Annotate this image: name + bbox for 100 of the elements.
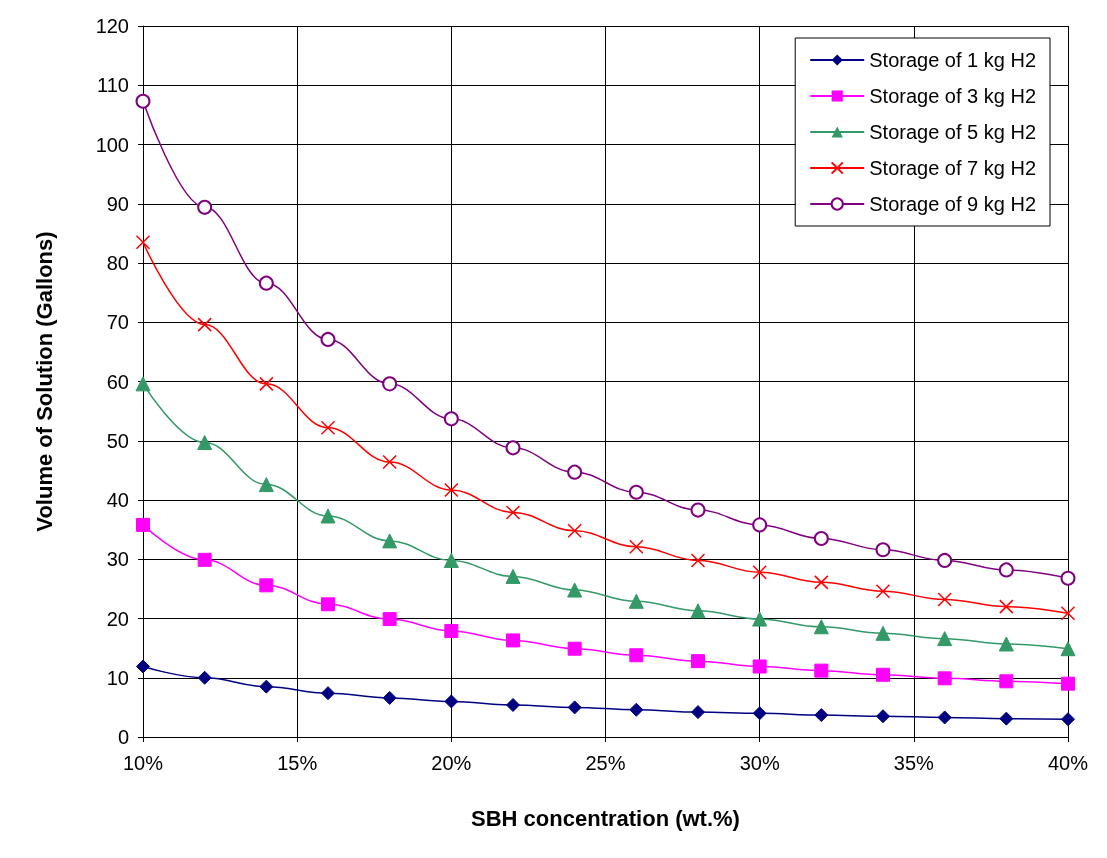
point — [567, 700, 582, 715]
legend-label: Storage of 5 kg H2 — [869, 121, 1037, 143]
point — [1061, 712, 1075, 727]
point — [382, 612, 397, 627]
point — [197, 317, 212, 332]
legend-label: Storage of 9 kg H2 — [869, 193, 1037, 215]
point — [443, 552, 459, 568]
point — [444, 694, 459, 709]
y-tick-label: 110 — [97, 74, 129, 97]
point — [690, 553, 706, 568]
x-tick-label: 30% — [739, 752, 780, 774]
point — [875, 625, 891, 641]
point — [505, 505, 521, 520]
point — [629, 648, 644, 663]
point — [814, 663, 829, 678]
point — [937, 710, 952, 725]
y-tick-label: 30 — [106, 548, 129, 571]
y-tick-label: 60 — [106, 370, 129, 393]
x-tick-label: 10% — [122, 752, 164, 774]
point — [258, 477, 274, 493]
point — [813, 531, 829, 547]
y-axis-title: Volume of Solution (Gallons) — [31, 231, 57, 532]
point — [197, 552, 212, 567]
x-axis-title: SBH concentration (wt.%) — [471, 805, 740, 831]
point — [382, 376, 398, 392]
x-tick-label: 35% — [893, 752, 935, 774]
y-tick-label: 40 — [106, 489, 129, 511]
y-tick-label: 100 — [95, 133, 129, 156]
point — [875, 583, 891, 599]
point — [628, 484, 644, 500]
point — [691, 654, 705, 669]
point — [506, 633, 520, 648]
point — [937, 592, 952, 607]
y-tick-label: 70 — [106, 311, 129, 334]
point — [567, 582, 583, 598]
x-tick-label: 20% — [431, 752, 472, 774]
point — [998, 562, 1014, 578]
point — [629, 702, 644, 717]
point — [259, 376, 274, 392]
point — [937, 631, 953, 647]
point — [752, 659, 767, 674]
point — [258, 275, 274, 291]
point — [382, 454, 397, 470]
point — [135, 235, 151, 250]
point — [382, 690, 397, 705]
point — [690, 502, 706, 518]
point — [320, 331, 336, 347]
point — [1060, 570, 1076, 586]
point — [135, 376, 151, 392]
legend-label: Storage of 1 kg H2 — [869, 49, 1037, 71]
point — [136, 659, 150, 674]
point — [197, 435, 213, 451]
y-tick-label: 90 — [106, 192, 129, 215]
point — [1061, 676, 1075, 691]
point — [135, 93, 151, 109]
point — [567, 523, 582, 539]
point — [567, 464, 583, 480]
point — [321, 597, 335, 612]
point — [691, 705, 705, 720]
point — [813, 619, 829, 635]
x-tick-label: 15% — [277, 752, 318, 774]
y-tick-label: 120 — [95, 15, 129, 37]
point — [752, 517, 768, 533]
point — [567, 641, 582, 656]
point — [814, 575, 829, 590]
y-tick-label: 50 — [106, 429, 129, 452]
point — [875, 542, 891, 558]
legend-label: Storage of 3 kg H2 — [869, 85, 1037, 107]
point — [628, 593, 644, 609]
point — [320, 420, 336, 435]
point — [814, 708, 829, 723]
point — [506, 698, 520, 713]
point — [999, 674, 1014, 689]
point — [1060, 605, 1076, 621]
point — [197, 670, 212, 685]
point — [505, 440, 521, 456]
y-tick-label: 10 — [106, 666, 129, 689]
y-tick-label: 80 — [106, 252, 129, 274]
point — [505, 568, 521, 584]
point — [876, 667, 890, 682]
point — [136, 517, 150, 532]
point — [999, 599, 1014, 614]
point — [443, 411, 459, 427]
y-tick-label: 0 — [117, 726, 129, 748]
point — [999, 711, 1014, 726]
point — [629, 539, 644, 555]
point — [259, 578, 274, 593]
point — [197, 199, 213, 215]
point — [937, 671, 952, 686]
point — [690, 603, 706, 619]
point — [937, 552, 953, 568]
point — [320, 508, 336, 524]
point — [382, 533, 398, 549]
point — [752, 611, 768, 627]
point — [876, 709, 890, 724]
point — [321, 686, 335, 701]
legend-label: Storage of 7 kg H2 — [869, 157, 1037, 179]
point — [752, 565, 767, 580]
x-tick-label: 25% — [585, 752, 626, 774]
point — [998, 636, 1014, 652]
